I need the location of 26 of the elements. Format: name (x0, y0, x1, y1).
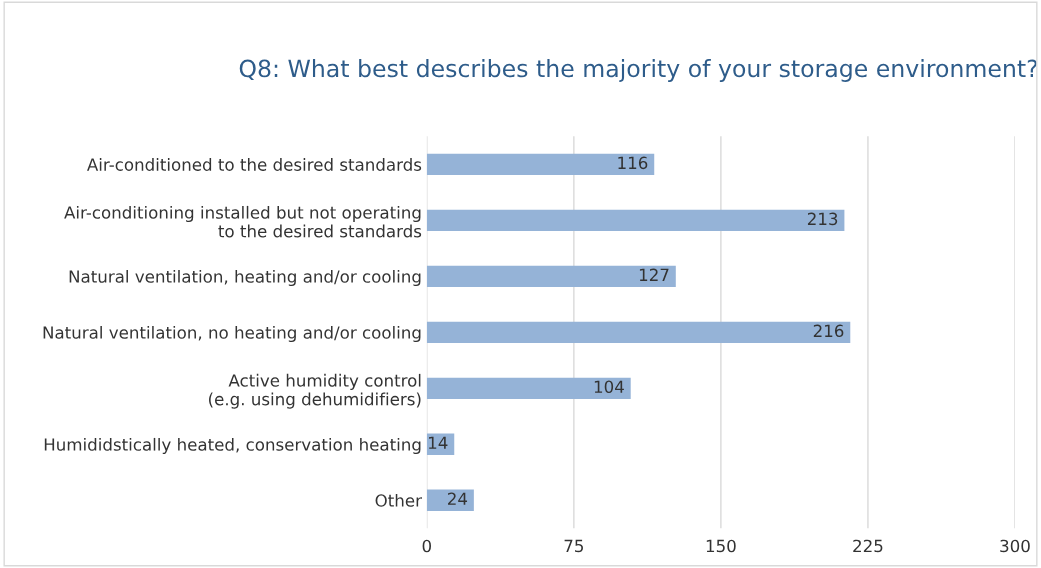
data-label: 127 (639, 268, 669, 281)
x-tick-label: 300 (1000, 539, 1030, 553)
data-label: 24 (447, 492, 468, 505)
bar (426, 321, 851, 343)
y-tick-label: Natural ventilation, no heating and/or cooling (43, 325, 421, 343)
y-tick-label: Humididstically heated, conservation heating (44, 437, 421, 455)
y-tick-label: Natural ventilation, heating and/or cooling (69, 269, 421, 287)
bar (426, 153, 655, 175)
chart-title: Q8: What best describes the majority of your storage environment? (239, 59, 1038, 82)
data-label: 14 (429, 436, 448, 449)
y-tick-label: Active humidity control (e.g. using dehumidifiers) (209, 373, 421, 409)
data-label: 104 (594, 380, 624, 394)
bar (426, 377, 631, 399)
data-label: 216 (813, 324, 844, 338)
y-tick-label: Air-conditioned to the desired standards (87, 157, 422, 171)
x-tick-label: 75 (564, 539, 583, 553)
x-tick-label: 225 (853, 539, 883, 553)
bar (426, 265, 676, 287)
data-label: 213 (807, 212, 838, 226)
x-tick-label: 150 (706, 539, 736, 553)
bar (426, 489, 474, 511)
y-tick-label: Air-conditioning installed but not operating to the desired standards (64, 205, 422, 238)
bar (426, 209, 845, 231)
y-tick-label: Other (375, 493, 422, 507)
data-label: 116 (618, 156, 648, 170)
x-tick-label: 0 (422, 539, 432, 553)
